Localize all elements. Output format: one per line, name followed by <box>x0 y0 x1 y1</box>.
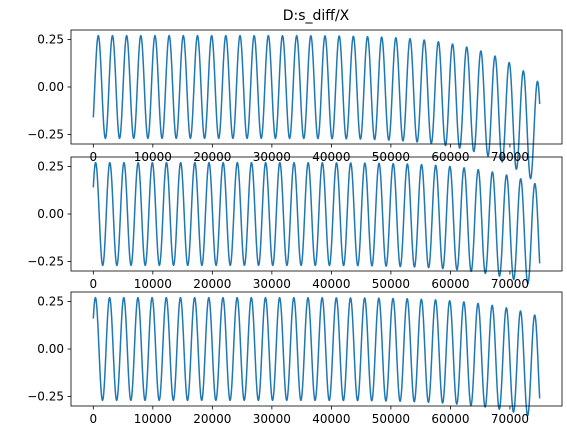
x-tick-label: 0 <box>89 277 97 291</box>
series-line <box>92 296 541 417</box>
x-tick-label: 10000 <box>134 277 172 291</box>
x-tick-label: 50000 <box>372 277 410 291</box>
x-tick-label: 30000 <box>253 277 291 291</box>
subplot-2: 0 10000 20000 30000 40000 50000 60000 70000 0.25… <box>27 156 563 291</box>
chart-title: D:s_diff/X <box>283 8 350 24</box>
y-tick-label: 0.25 <box>37 295 64 309</box>
y-tick-label: −0.25 <box>27 390 64 404</box>
x-tick-label: 20000 <box>193 277 231 291</box>
x-tick-label: 70000 <box>491 412 529 426</box>
series-line <box>92 161 541 285</box>
x-tick-label: 30000 <box>253 412 291 426</box>
x-tick-label: 50000 <box>372 412 410 426</box>
x-tick-label: 20000 <box>193 412 231 426</box>
x-tick-label: 70000 <box>491 277 529 291</box>
x-tick-label: 60000 <box>431 412 469 426</box>
y-tick-label: 0.25 <box>37 160 64 174</box>
x-tick-label: 60000 <box>431 277 469 291</box>
subplot-1: 0 10000 20000 30000 40000 50000 60000 700000.25… <box>27 29 563 180</box>
series-line <box>92 34 541 180</box>
y-tick-label: 0.00 <box>37 207 64 221</box>
x-tick-label: 10000 <box>134 412 172 426</box>
x-tick-label: 40000 <box>312 412 350 426</box>
y-tick-label: 0.00 <box>37 342 64 356</box>
x-tick-label: 40000 <box>312 277 350 291</box>
x-tick-label: 0 <box>89 412 97 426</box>
y-tick-label: −0.25 <box>27 128 64 142</box>
subplot-3: 0 10000 20000 30000 40000 50000 60000 70000 0.25… <box>27 291 563 426</box>
y-tick-label: 0.00 <box>37 80 64 94</box>
y-tick-label: −0.25 <box>27 255 64 269</box>
y-tick-label: 0.25 <box>37 33 64 47</box>
